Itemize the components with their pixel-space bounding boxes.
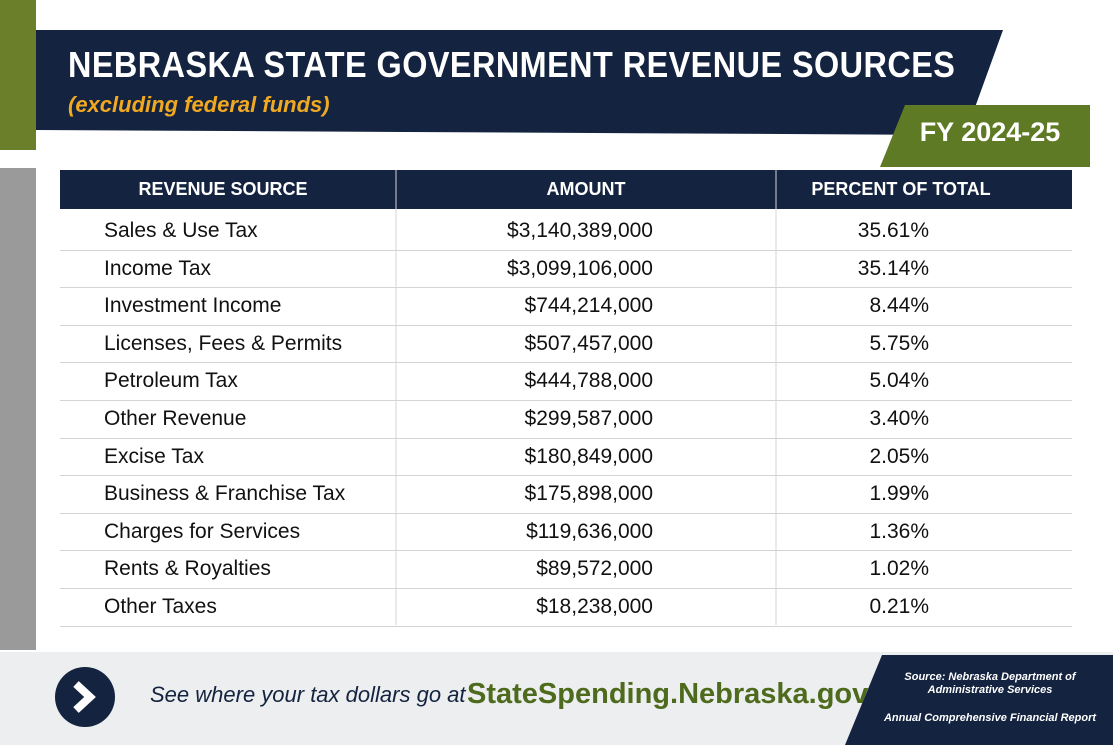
row-separator xyxy=(60,625,1072,627)
website-link[interactable]: StateSpending.Nebraska.gov xyxy=(467,678,869,710)
amount: $299,587,000 xyxy=(524,407,653,430)
amount: $444,788,000 xyxy=(524,369,653,393)
percent: 8.44% xyxy=(869,294,929,318)
amount: $175,898,000 xyxy=(524,482,653,506)
amount: $3,099,106,000 xyxy=(507,256,653,280)
row-separator xyxy=(60,249,1072,251)
row-separator xyxy=(60,400,1072,401)
amount: $3,140,389,000 xyxy=(507,219,653,242)
row-separator xyxy=(60,512,1072,514)
row-separator xyxy=(60,550,1072,552)
row-separator xyxy=(60,362,1072,364)
row-separator xyxy=(60,475,1072,477)
source: Source: Nebraska Department of Administr… xyxy=(904,671,1076,696)
amount: $119,636,000 xyxy=(526,519,653,543)
revenue-source: Rents & Royalties xyxy=(104,557,271,581)
subtitle: (excluding federal funds) xyxy=(68,92,330,117)
accent-bar xyxy=(0,0,36,150)
amount: $89,572,000 xyxy=(536,557,653,581)
table-header-bg xyxy=(60,170,1072,209)
revenue-source: Petroleum Tax xyxy=(104,369,238,393)
row-separator xyxy=(60,437,1072,439)
column-header: AMOUNT xyxy=(546,179,626,199)
row-separator xyxy=(60,287,1072,289)
amount: $180,849,000 xyxy=(524,444,653,468)
column-header: PERCENT OF TOTAL xyxy=(811,179,991,199)
title: NEBRASKA STATE GOVERNMENT REVENUE SOURCE… xyxy=(68,44,956,85)
fy-badge xyxy=(880,105,1090,167)
revenue-source: Charges for Services xyxy=(104,519,301,543)
revenue-source: Excise Tax xyxy=(104,444,204,468)
percent: 3.40% xyxy=(869,407,929,430)
side-bar xyxy=(0,168,36,650)
title-banner xyxy=(36,30,1003,135)
row-separator xyxy=(60,324,1072,326)
call-to-action: See where your tax dollars go at xyxy=(150,682,466,707)
percent: 35.61% xyxy=(857,219,929,242)
revenue-source: Licenses, Fees & Permits xyxy=(104,331,343,355)
revenue-source: Other Revenue xyxy=(104,407,247,430)
percent: 35.14% xyxy=(857,256,929,280)
fiscal-year: FY 2024-25 xyxy=(919,117,1061,147)
percent: 5.75% xyxy=(869,331,929,355)
percent: 1.36% xyxy=(869,519,929,543)
amount: $18,238,000 xyxy=(536,595,653,618)
report-name: Annual Comprehensive Financial Report xyxy=(883,712,1097,724)
percent: 1.99% xyxy=(869,482,929,506)
revenue-source: Income Tax xyxy=(104,256,211,280)
amount: $744,214,000 xyxy=(524,294,653,318)
revenue-source: Sales & Use Tax xyxy=(104,219,258,242)
percent: 5.04% xyxy=(869,369,929,393)
percent: 0.21% xyxy=(869,595,929,618)
source-panel xyxy=(845,655,1113,745)
chevron xyxy=(73,681,96,713)
revenue-source: Business & Franchise Tax xyxy=(104,482,346,506)
revenue-source: Other Taxes xyxy=(104,595,217,618)
percent: 2.05% xyxy=(869,444,929,468)
revenue-source: Investment Income xyxy=(104,294,282,318)
percent: 1.02% xyxy=(869,557,929,581)
column-header: REVENUE SOURCE xyxy=(138,179,308,199)
amount: $507,457,000 xyxy=(524,331,653,355)
row-separator xyxy=(60,588,1072,589)
